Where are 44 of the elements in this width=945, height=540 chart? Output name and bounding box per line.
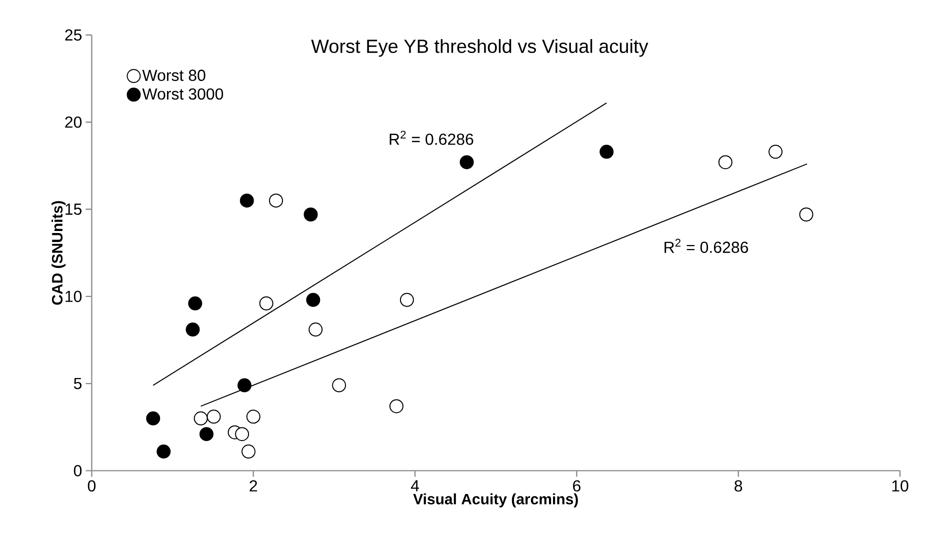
y-tick-label: 15 <box>66 204 82 215</box>
point <box>268 194 283 208</box>
y-tick-label: 0 <box>74 465 82 476</box>
point <box>237 378 252 392</box>
point <box>146 411 160 426</box>
point <box>246 410 260 424</box>
legend-label: Worst 3000 <box>142 88 224 100</box>
point <box>799 208 814 222</box>
x-tick-label: 4 <box>410 480 420 492</box>
point <box>460 155 474 170</box>
annotation: R$^{2}$ = 0.6286 <box>390 130 474 145</box>
x-tick-label: 6 <box>573 480 580 492</box>
point <box>400 292 414 307</box>
y-tick-label: 10 <box>66 290 82 302</box>
y-tick-label: 5 <box>74 378 82 390</box>
point <box>156 444 171 459</box>
point <box>240 194 254 208</box>
x-tick-label: 0 <box>88 480 96 492</box>
point <box>718 155 732 170</box>
y-axis-title: CAD (SNUnits) <box>52 201 66 305</box>
chart-title: Worst Eye YB threshold vs Visual acuity <box>311 39 648 57</box>
point <box>206 410 221 424</box>
x-tick-label: 8 <box>734 480 742 492</box>
point <box>304 208 318 222</box>
point <box>186 322 200 337</box>
point <box>242 444 256 459</box>
point <box>600 144 614 159</box>
y-tick-label: 20 <box>65 116 82 128</box>
y-tick-label: 25 <box>65 29 82 41</box>
point <box>235 427 250 442</box>
point <box>194 411 208 426</box>
point <box>259 296 274 310</box>
x-tick-label: 10 <box>892 480 908 492</box>
point <box>332 378 346 392</box>
legend-label: Worst 80 <box>142 70 206 82</box>
point <box>306 292 320 307</box>
point <box>768 144 783 159</box>
point <box>389 399 404 414</box>
x-tick-label: 2 <box>250 480 258 492</box>
point <box>308 322 323 337</box>
point <box>199 427 214 442</box>
annotation: R$^{2}$ = 0.6286 <box>664 238 748 253</box>
point <box>188 296 202 310</box>
x-axis-title: Visual Acuity (arcmins) <box>413 493 578 508</box>
